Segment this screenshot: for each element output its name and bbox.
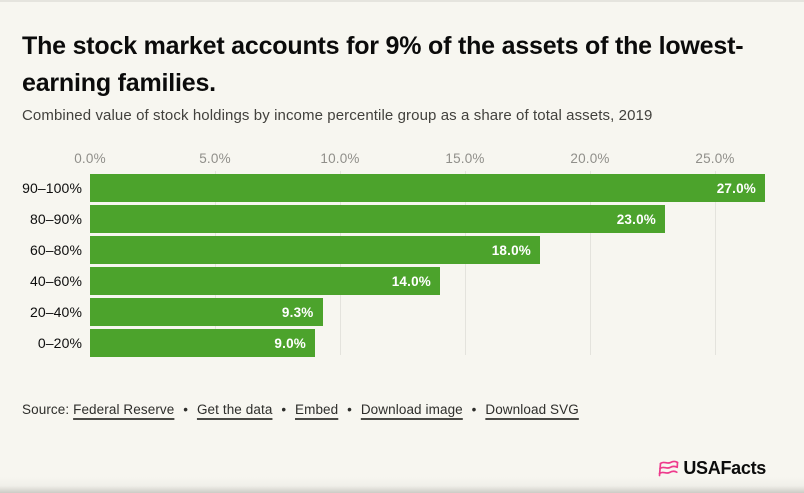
- bar-20-40-[interactable]: 9.3%: [90, 298, 323, 326]
- x-axis-tick-label: 0.0%: [74, 151, 106, 166]
- bar-80-90-[interactable]: 23.0%: [90, 205, 665, 233]
- bar-0-20-[interactable]: 9.0%: [90, 329, 315, 357]
- separator-dot: •: [281, 402, 287, 417]
- y-axis-category-label: 0–20%: [37, 335, 82, 351]
- y-axis-category-label: 20–40%: [30, 304, 82, 320]
- bar-value-label: 9.0%: [274, 335, 306, 351]
- gridline: [590, 171, 591, 355]
- y-axis-category-label: 90–100%: [22, 180, 82, 196]
- chart-title: The stock market accounts for 9% of the …: [22, 31, 744, 97]
- download-image-link[interactable]: Download image: [360, 402, 463, 417]
- x-axis-tick-label: 15.0%: [445, 151, 485, 166]
- gridline: [715, 171, 716, 355]
- x-axis-tick-label: 5.0%: [199, 151, 231, 166]
- separator-dot: •: [347, 402, 352, 417]
- download-svg-link[interactable]: Download SVG: [485, 402, 579, 417]
- usafacts-wordmark: USAFacts: [683, 458, 766, 478]
- x-axis-tick-label: 25.0%: [695, 151, 735, 166]
- chart-subtitle: Combined value of stock holdings by inco…: [22, 107, 653, 124]
- source-row: Source: Federal Reserve • Get the data •…: [22, 402, 579, 417]
- bar-value-label: 9.3%: [281, 304, 314, 320]
- bar-90-100-[interactable]: 27.0%: [90, 174, 765, 202]
- usafacts-flag-icon: [657, 458, 680, 479]
- bar-60-80-[interactable]: 18.0%: [90, 236, 540, 264]
- y-axis-category-label: 80–90%: [30, 211, 82, 227]
- window-top-edge: [0, 0, 804, 2]
- bar-value-label: 27.0%: [716, 180, 756, 196]
- bar-value-label: 23.0%: [616, 211, 656, 227]
- separator-dot: •: [471, 402, 477, 417]
- source-label: Source:: [22, 402, 70, 417]
- get-the-data-link[interactable]: Get the data: [196, 402, 273, 417]
- x-axis-tick-label: 10.0%: [320, 151, 360, 166]
- bar-value-label: 14.0%: [391, 273, 431, 289]
- usafacts-logo[interactable]: USAFacts: [657, 458, 766, 479]
- y-axis-category-label: 60–80%: [30, 242, 82, 258]
- bar-40-60-[interactable]: 14.0%: [90, 267, 440, 295]
- embed-link[interactable]: Embed: [295, 402, 339, 417]
- bar-value-label: 18.0%: [491, 242, 531, 258]
- source-link-federal-reserve[interactable]: Federal Reserve: [73, 402, 175, 417]
- separator-dot: •: [183, 402, 189, 417]
- y-axis-category-label: 40–60%: [30, 273, 82, 289]
- x-axis-tick-label: 20.0%: [570, 151, 610, 166]
